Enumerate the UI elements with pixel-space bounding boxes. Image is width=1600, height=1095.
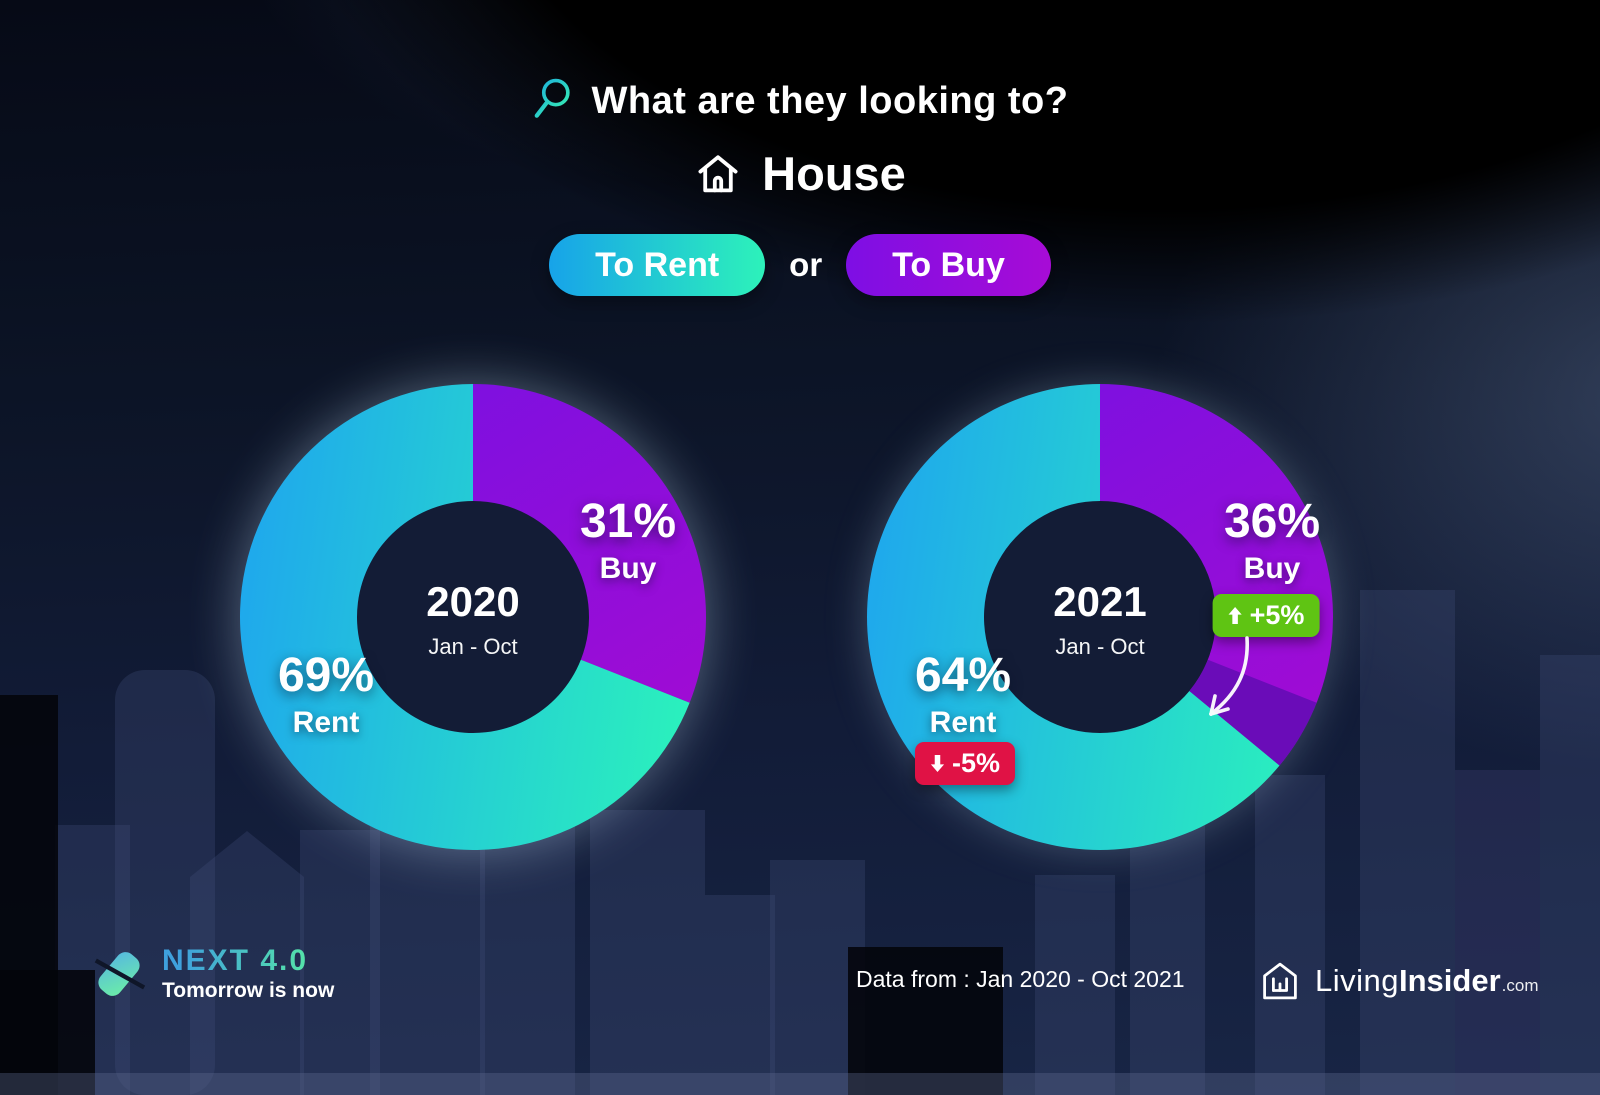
donut-2020-center: 2020 Jan - Oct	[238, 578, 708, 660]
buy-pct-2020: 31%	[579, 495, 677, 548]
rent-sub-2020: Rent	[292, 706, 360, 739]
buy-pct-2021: 36%	[1223, 495, 1321, 548]
slice-buy-2021	[1100, 384, 1333, 766]
question-row: What are they looking to?	[0, 76, 1600, 126]
next40-tagline: Tomorrow is now	[162, 979, 335, 1002]
highlight-delta-wedge	[1189, 659, 1317, 766]
rent-label-2020: 69% Rent	[278, 652, 374, 740]
conjunction-text: or	[789, 246, 823, 283]
rent-label-2021: 64% Rent	[915, 652, 1011, 740]
buy-delta-badge-wrap: +5%	[1212, 594, 1320, 637]
living-word: Living	[1315, 963, 1399, 998]
buy-sub-2021: Buy	[1243, 552, 1301, 585]
next40-logo: NEXT 4.0 Tomorrow is now	[90, 944, 334, 1003]
insider-word: Insider	[1399, 963, 1501, 998]
donut-chart-2020: 2020 Jan - Oct 31% Buy 69% Rent	[238, 382, 708, 852]
donut-chart-2021: 2021 Jan - Oct 36% Buy +5% 64% Rent	[865, 382, 1335, 852]
livinginsider-logo[interactable]: Living Insider .com	[1258, 957, 1539, 1005]
month-range-label: Jan - Oct	[1055, 634, 1145, 659]
rent-delta-text: -5%	[951, 748, 1001, 778]
options-row: To Rent or To Buy	[0, 234, 1600, 296]
buy-label-2020: 31% Buy	[580, 498, 676, 586]
dotcom-suffix: .com	[1501, 976, 1539, 995]
slice-buy-2020	[473, 384, 706, 703]
rent-pct-2020: 69%	[277, 649, 375, 702]
donut-2021-svg	[867, 384, 1333, 850]
next40-icon	[94, 951, 146, 996]
category-title: House	[762, 147, 906, 200]
livinginsider-wordmark: Living Insider .com	[1315, 963, 1539, 999]
search-icon	[534, 78, 570, 118]
slice-rent-2020	[239, 384, 690, 850]
rent-delta-badge-wrap: -5%	[914, 742, 1016, 785]
next40-name: NEXT 4.0	[162, 944, 334, 978]
livinginsider-house-icon	[1263, 962, 1297, 1000]
arrow-up-icon	[1228, 607, 1242, 624]
to-buy-pill[interactable]: To Buy	[846, 234, 1051, 296]
question-title: What are they looking to?	[591, 79, 1069, 122]
category-row: House	[0, 146, 1600, 201]
year-label: 2021	[1053, 578, 1147, 625]
slice-rent-2021	[867, 384, 1280, 850]
buy-delta-text: +5%	[1249, 600, 1305, 630]
month-range-label: Jan - Oct	[428, 634, 518, 659]
rent-sub-2021: Rent	[929, 706, 997, 739]
buy-sub-2020: Buy	[599, 552, 657, 585]
buy-label-2021: 36% Buy	[1224, 498, 1320, 586]
rent-delta-badge: -5%	[914, 742, 1016, 785]
data-range-text: Data from : Jan 2020 - Oct 2021	[856, 966, 1185, 992]
shift-curved-arrow	[1209, 636, 1249, 716]
year-label: 2020	[426, 578, 520, 625]
donut-2020-svg	[239, 384, 706, 850]
donut-2021-center: 2021 Jan - Oct	[865, 578, 1335, 660]
house-icon	[698, 154, 738, 192]
arrow-down-icon	[930, 755, 945, 772]
next40-wordmark: NEXT 4.0 Tomorrow is now	[162, 944, 334, 1003]
to-rent-pill[interactable]: To Rent	[549, 234, 766, 296]
buy-delta-badge: +5%	[1212, 594, 1320, 637]
rent-pct-2021: 64%	[914, 649, 1012, 702]
